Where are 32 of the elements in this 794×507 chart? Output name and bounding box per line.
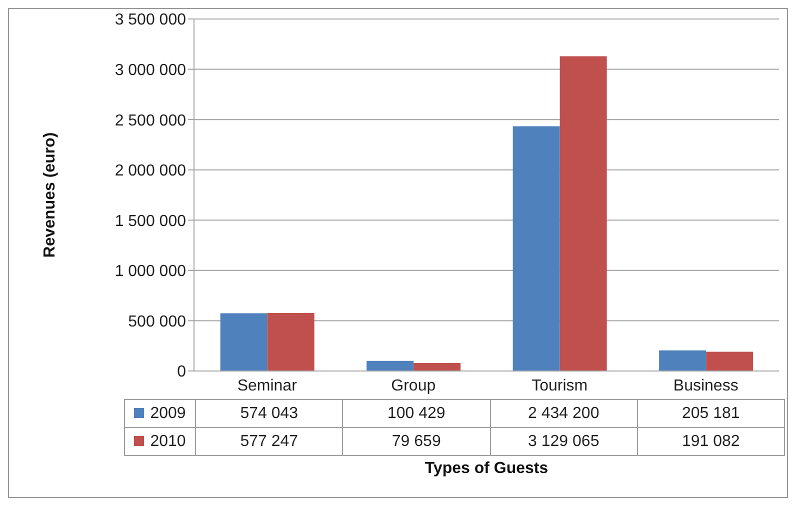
bar	[512, 126, 560, 371]
y-tick-label: 500 000	[128, 313, 186, 330]
y-tick-label: 2 000 000	[114, 162, 186, 180]
x-tick-label: Business	[673, 377, 738, 394]
x-tick-label: Seminar	[237, 377, 298, 394]
y-tick-label: 3 000 000	[114, 62, 186, 79]
data-label: 79 659	[342, 428, 490, 456]
bar	[366, 360, 414, 371]
y-axis-title: Revenues (euro)	[42, 132, 59, 258]
legend-label: 2009	[124, 400, 196, 428]
data-label: 574 043	[196, 400, 343, 428]
x-tick-label: Group	[391, 377, 436, 394]
data-label: 577 247	[196, 428, 343, 456]
x-tick-label: Tourism	[532, 377, 588, 394]
data-label: 191 082	[637, 428, 784, 456]
y-tick-label: 0	[177, 364, 186, 381]
data-label: 2 434 200	[490, 400, 638, 428]
bar	[706, 352, 754, 371]
bar	[414, 362, 461, 371]
y-tick-label: 3 500 000	[114, 12, 186, 29]
data-label: 3 129 065	[490, 428, 638, 456]
data-label: 100 429	[342, 400, 490, 428]
y-tick-label: 1 500 000	[114, 212, 186, 230]
data-label: 205 181	[637, 400, 784, 428]
bar	[220, 313, 268, 371]
y-tick-label: 2 500 000	[114, 112, 186, 130]
bar	[659, 350, 706, 371]
legend-label: 2010	[124, 428, 196, 456]
x-axis-title: Types of Guests	[424, 460, 548, 477]
y-tick-label: 1 000 000	[114, 263, 186, 280]
bar	[267, 312, 314, 371]
bar	[560, 56, 607, 371]
